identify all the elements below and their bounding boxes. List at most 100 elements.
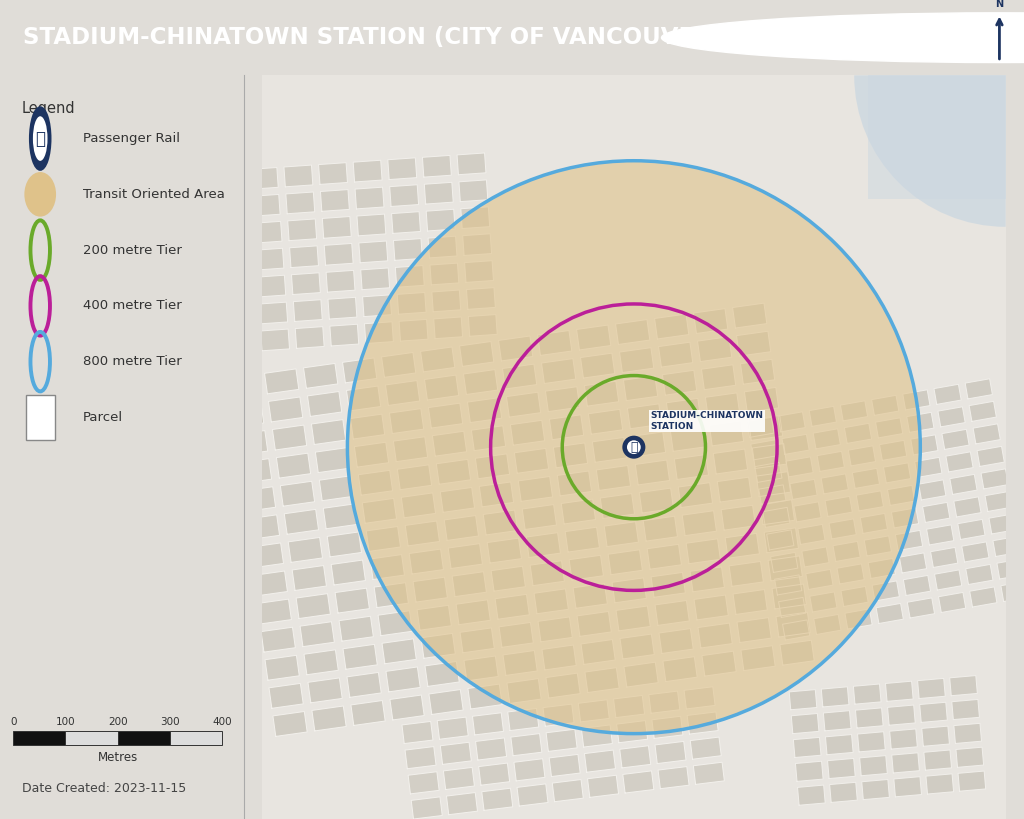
Polygon shape [958, 771, 986, 791]
Polygon shape [768, 556, 803, 581]
Polygon shape [612, 578, 646, 603]
Polygon shape [821, 474, 848, 494]
Polygon shape [565, 527, 599, 552]
Polygon shape [639, 488, 674, 513]
Polygon shape [288, 219, 316, 241]
Polygon shape [654, 314, 689, 339]
Polygon shape [579, 699, 609, 722]
Polygon shape [233, 431, 267, 455]
Polygon shape [426, 210, 455, 231]
Polygon shape [328, 532, 361, 557]
Polygon shape [796, 761, 823, 781]
Polygon shape [794, 502, 821, 522]
Polygon shape [841, 400, 867, 421]
Polygon shape [744, 387, 778, 412]
Polygon shape [702, 651, 736, 676]
Polygon shape [907, 412, 934, 432]
Polygon shape [483, 510, 517, 535]
Polygon shape [399, 319, 428, 341]
Polygon shape [596, 465, 631, 491]
Polygon shape [910, 435, 938, 455]
Polygon shape [251, 194, 281, 216]
Polygon shape [950, 474, 977, 495]
Polygon shape [412, 797, 442, 819]
Polygon shape [926, 774, 953, 794]
Polygon shape [985, 491, 1012, 511]
Polygon shape [357, 214, 386, 236]
Polygon shape [585, 382, 618, 406]
Polygon shape [737, 618, 771, 642]
Polygon shape [390, 185, 419, 206]
Polygon shape [888, 705, 915, 725]
Polygon shape [862, 780, 890, 799]
Polygon shape [675, 455, 709, 479]
Polygon shape [423, 156, 452, 177]
Polygon shape [440, 487, 474, 513]
Polygon shape [510, 420, 545, 446]
Polygon shape [907, 598, 935, 618]
Polygon shape [710, 421, 743, 446]
Text: Transit Oriented Area: Transit Oriented Area [83, 188, 224, 201]
Polygon shape [954, 723, 982, 744]
Polygon shape [825, 735, 853, 754]
Polygon shape [620, 634, 654, 659]
Polygon shape [694, 595, 728, 620]
Polygon shape [382, 352, 416, 378]
Polygon shape [303, 364, 338, 388]
Polygon shape [620, 746, 650, 768]
Polygon shape [687, 712, 718, 734]
Polygon shape [358, 470, 392, 495]
Text: STADIUM-CHINATOWN STATION (CITY OF VANCOUVER): STADIUM-CHINATOWN STATION (CITY OF VANCO… [23, 26, 722, 49]
Polygon shape [264, 369, 299, 394]
Polygon shape [472, 713, 504, 735]
Polygon shape [355, 188, 384, 209]
Polygon shape [406, 521, 439, 546]
Polygon shape [507, 392, 541, 417]
Polygon shape [436, 459, 471, 484]
Polygon shape [321, 190, 349, 211]
Polygon shape [432, 290, 461, 312]
Polygon shape [478, 763, 510, 785]
Polygon shape [471, 426, 506, 450]
Polygon shape [659, 629, 693, 654]
Polygon shape [841, 586, 868, 606]
Polygon shape [880, 441, 906, 460]
Polygon shape [428, 403, 463, 428]
Polygon shape [760, 500, 795, 525]
Polygon shape [323, 216, 351, 238]
Polygon shape [655, 600, 689, 626]
Bar [118, 731, 170, 744]
Polygon shape [658, 342, 693, 367]
Text: 400 metre Tier: 400 metre Tier [83, 300, 181, 312]
Polygon shape [577, 325, 610, 350]
Polygon shape [259, 302, 288, 324]
Polygon shape [353, 161, 382, 182]
Polygon shape [463, 233, 492, 256]
Polygon shape [774, 575, 802, 595]
Polygon shape [764, 528, 799, 553]
Polygon shape [798, 785, 825, 805]
Text: Legend: Legend [22, 102, 76, 116]
Polygon shape [464, 656, 499, 681]
Polygon shape [508, 708, 539, 731]
Polygon shape [951, 699, 979, 720]
Polygon shape [635, 460, 670, 485]
Polygon shape [725, 533, 760, 559]
Polygon shape [848, 446, 876, 466]
Polygon shape [693, 762, 724, 785]
Polygon shape [923, 502, 950, 523]
Polygon shape [934, 384, 962, 405]
Polygon shape [517, 784, 548, 806]
Polygon shape [615, 319, 650, 345]
Text: 300: 300 [160, 717, 179, 726]
Polygon shape [460, 628, 495, 653]
Circle shape [347, 161, 921, 734]
Polygon shape [919, 480, 946, 500]
Polygon shape [425, 375, 459, 400]
Polygon shape [546, 673, 581, 698]
Polygon shape [225, 374, 260, 399]
Polygon shape [514, 758, 545, 781]
Polygon shape [253, 571, 288, 596]
Polygon shape [825, 496, 852, 517]
Polygon shape [250, 168, 279, 189]
